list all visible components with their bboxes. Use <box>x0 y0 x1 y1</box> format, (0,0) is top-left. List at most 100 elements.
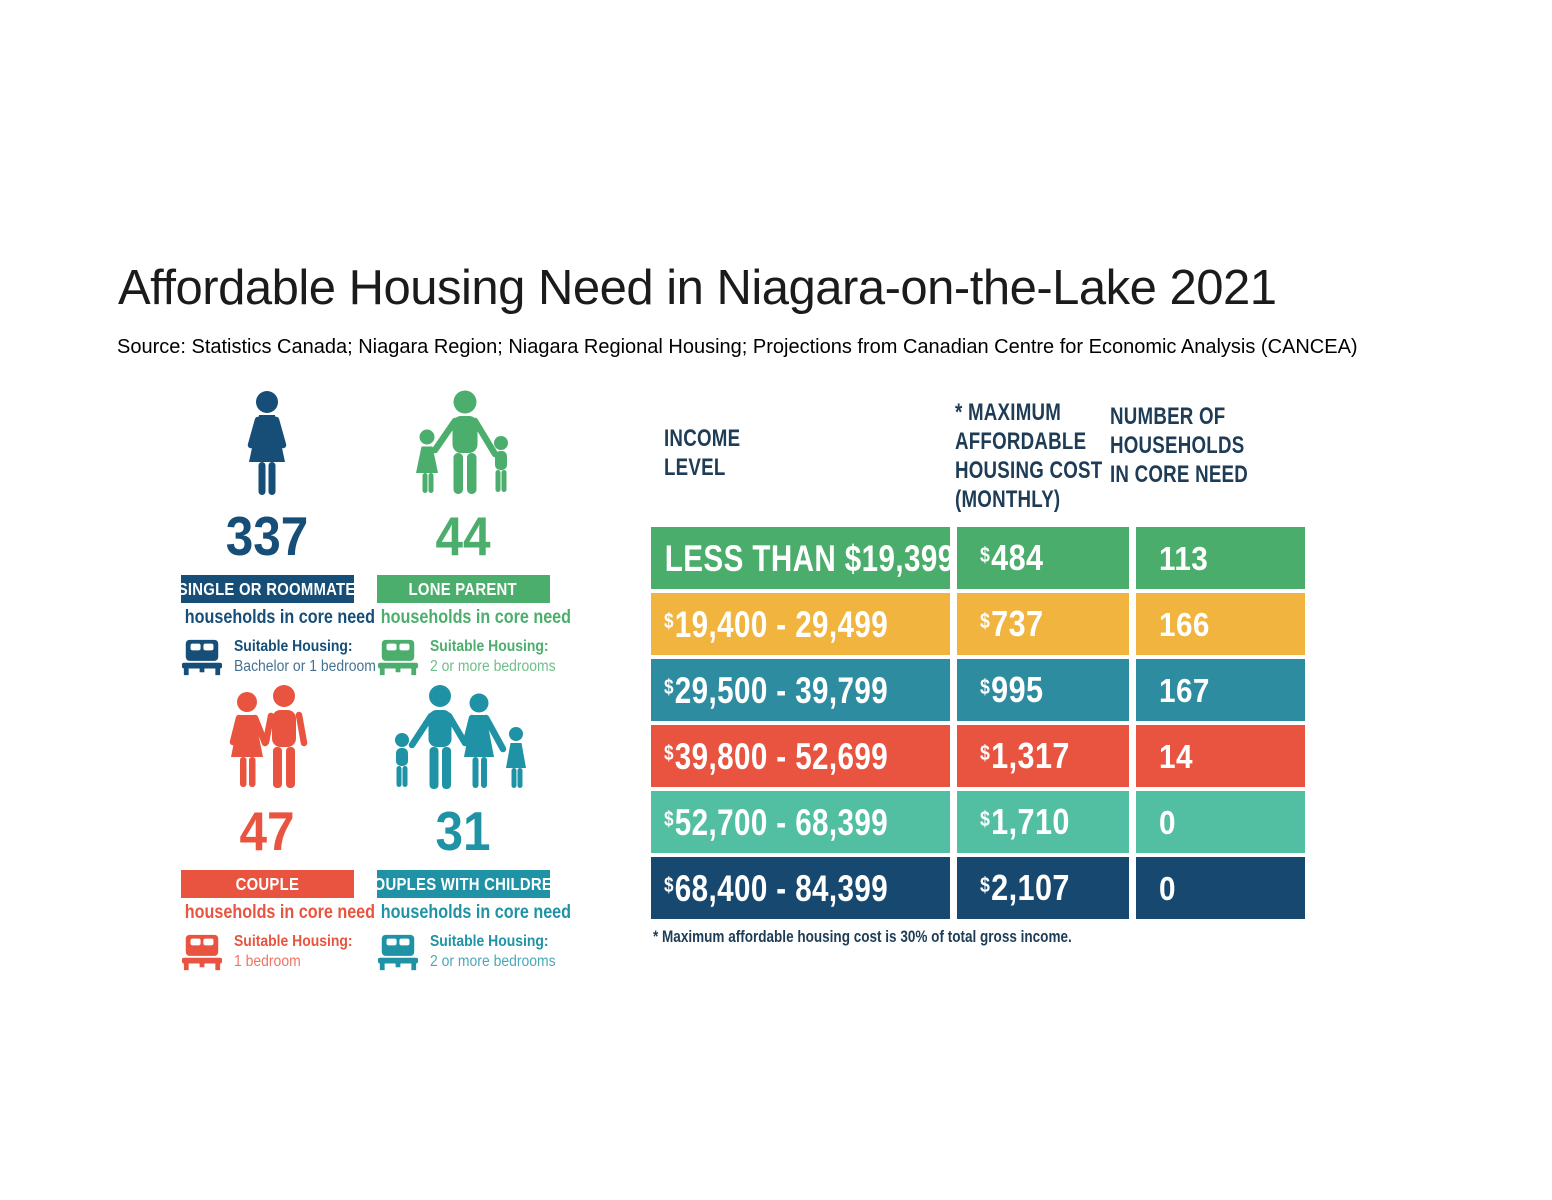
group-sublabel: households in core need <box>364 607 571 629</box>
cost-cell: $1,317 <box>957 725 1129 787</box>
suitable-housing-label: Suitable Housing: <box>234 638 353 655</box>
cost-value: 1,317 <box>991 735 1070 776</box>
income-cell: $19,400 - 29,499 <box>651 593 950 655</box>
source-line: Source: Statistics Canada; Niagara Regio… <box>117 336 1358 358</box>
bed-icon <box>377 933 419 976</box>
group-label-bar: COUPLE <box>180 870 354 898</box>
suitable-housing-label: Suitable Housing: <box>430 933 549 950</box>
cost-value: 484 <box>991 537 1044 578</box>
group-label: COUPLES WITH CHILDREN <box>362 873 564 894</box>
table-row: $52,700 - 68,399 $1,710 0 <box>651 791 1305 853</box>
group-sublabel-text: households in core need <box>380 607 572 628</box>
table-footnote: * Maximum affordable housing cost is 30%… <box>653 928 1072 946</box>
suitable-housing-text: Suitable Housing: 1 bedroom <box>234 932 366 971</box>
households-cell: 167 <box>1136 659 1305 721</box>
group-label-bar: LONE PARENT <box>376 575 550 603</box>
income-cell: $29,500 - 39,799 <box>651 659 950 721</box>
suitable-housing-label: Suitable Housing: <box>430 638 549 655</box>
group-label-bar: SINGLE OR ROOMMATE <box>178 575 356 603</box>
suitable-housing-row: Suitable Housing: Bachelor or 1 bedroom <box>168 637 376 681</box>
table-row: $68,400 - 84,399 $2,107 0 <box>651 857 1305 919</box>
income-table: LESS THAN $19,399 $484 113 $19,400 - 29,… <box>651 527 1305 919</box>
dollar-sup: $ <box>664 873 674 898</box>
suitable-housing-row: Suitable Housing: 2 or more bedrooms <box>364 932 562 976</box>
households-value: 0 <box>1159 803 1176 841</box>
couples-with-children-icon <box>364 683 562 797</box>
cost-cell: $484 <box>957 527 1129 589</box>
cost-value: 2,107 <box>991 867 1070 908</box>
suitable-housing-desc: 1 bedroom <box>234 952 301 970</box>
dollar-sup: $ <box>980 544 991 568</box>
suitable-housing-desc: 2 or more bedrooms <box>430 657 556 675</box>
col-header-income-level: INCOME LEVEL <box>664 425 741 481</box>
table-row: $29,500 - 39,799 $995 167 <box>651 659 1305 721</box>
dollar-sup: $ <box>980 742 991 766</box>
households-value: 167 <box>1159 671 1210 709</box>
group-count: 47 <box>239 800 295 862</box>
households-cell: 0 <box>1136 791 1305 853</box>
dollar-sup: $ <box>664 675 674 700</box>
group-card-couple: 47 COUPLE households in core need Suita <box>168 683 375 976</box>
income-cell: LESS THAN $19,399 <box>651 527 954 589</box>
group-count: 31 <box>435 800 491 862</box>
households-value: 0 <box>1159 869 1176 907</box>
suitable-housing-text: Suitable Housing: Bachelor or 1 bedroom <box>234 637 392 676</box>
dollar-sup: $ <box>664 609 674 634</box>
couple-icon <box>168 683 366 797</box>
cost-value: 995 <box>991 669 1044 710</box>
income-value: 68,400 - 84,399 <box>674 867 889 909</box>
cost-cell: $737 <box>957 593 1129 655</box>
income-cell: $68,400 - 84,399 <box>651 857 950 919</box>
group-label-bar: COUPLES WITH CHILDREN <box>363 870 563 898</box>
suitable-housing-desc: Bachelor or 1 bedroom <box>234 657 376 675</box>
income-value: 39,800 - 52,699 <box>674 735 889 777</box>
suitable-housing-text: Suitable Housing: 2 or more bedrooms <box>430 637 570 676</box>
cost-cell: $995 <box>957 659 1129 721</box>
households-cell: 14 <box>1136 725 1305 787</box>
table-row: LESS THAN $19,399 $484 113 <box>651 527 1305 589</box>
group-count: 337 <box>225 505 309 567</box>
cost-cell: $2,107 <box>957 857 1129 919</box>
bed-icon <box>377 638 419 681</box>
income-value: LESS THAN $19,399 <box>664 537 955 579</box>
group-sublabel-text: households in core need <box>380 902 572 923</box>
group-sublabel-text: households in core need <box>184 902 376 923</box>
bed-icon <box>181 638 223 681</box>
income-cell: $52,700 - 68,399 <box>651 791 950 853</box>
suitable-housing-text: Suitable Housing: 2 or more bedrooms <box>430 932 570 971</box>
woman-icon <box>168 388 366 502</box>
dollar-sup: $ <box>980 676 991 700</box>
dollar-sup: $ <box>980 808 991 832</box>
group-card-single-or-roommate: 337 SINGLE OR ROOMMATE households in cor… <box>168 388 376 681</box>
suitable-housing-desc: 2 or more bedrooms <box>430 952 556 970</box>
cost-cell: $1,710 <box>957 791 1129 853</box>
group-label: LONE PARENT <box>408 578 518 599</box>
suitable-housing-label: Suitable Housing: <box>234 933 353 950</box>
group-sublabel: households in core need <box>168 607 375 629</box>
households-cell: 166 <box>1136 593 1305 655</box>
income-cell: $39,800 - 52,699 <box>651 725 950 787</box>
income-value: 19,400 - 29,499 <box>674 603 889 645</box>
households-cell: 113 <box>1136 527 1305 589</box>
suitable-housing-row: Suitable Housing: 2 or more bedrooms <box>364 637 562 681</box>
suitable-housing-row: Suitable Housing: 1 bedroom <box>168 932 366 976</box>
group-card-couples-with-children: 31 COUPLES WITH CHILDREN households in c… <box>363 683 571 976</box>
table-row: $39,800 - 52,699 $1,317 14 <box>651 725 1305 787</box>
dollar-sup: $ <box>980 610 991 634</box>
households-cell: 0 <box>1136 857 1305 919</box>
dollar-sup: $ <box>980 874 991 898</box>
page-title: Affordable Housing Need in Niagara-on-th… <box>118 261 1277 315</box>
group-card-lone-parent: 44 LONE PARENT households in core need <box>364 388 571 681</box>
group-sublabel-text: households in core need <box>184 607 376 628</box>
group-label: COUPLE <box>235 873 299 894</box>
dollar-sup: $ <box>664 741 674 766</box>
table-row: $19,400 - 29,499 $737 166 <box>651 593 1305 655</box>
dollar-sup: $ <box>664 807 674 832</box>
households-value: 166 <box>1159 605 1210 643</box>
cost-value: 1,710 <box>991 801 1070 842</box>
col-header-households-core-need: NUMBER OF HOUSEHOLDS IN CORE NEED <box>1110 403 1249 488</box>
group-sublabel: households in core need <box>168 902 375 924</box>
group-sublabel: households in core need <box>364 902 571 924</box>
income-value: 29,500 - 39,799 <box>674 669 889 711</box>
